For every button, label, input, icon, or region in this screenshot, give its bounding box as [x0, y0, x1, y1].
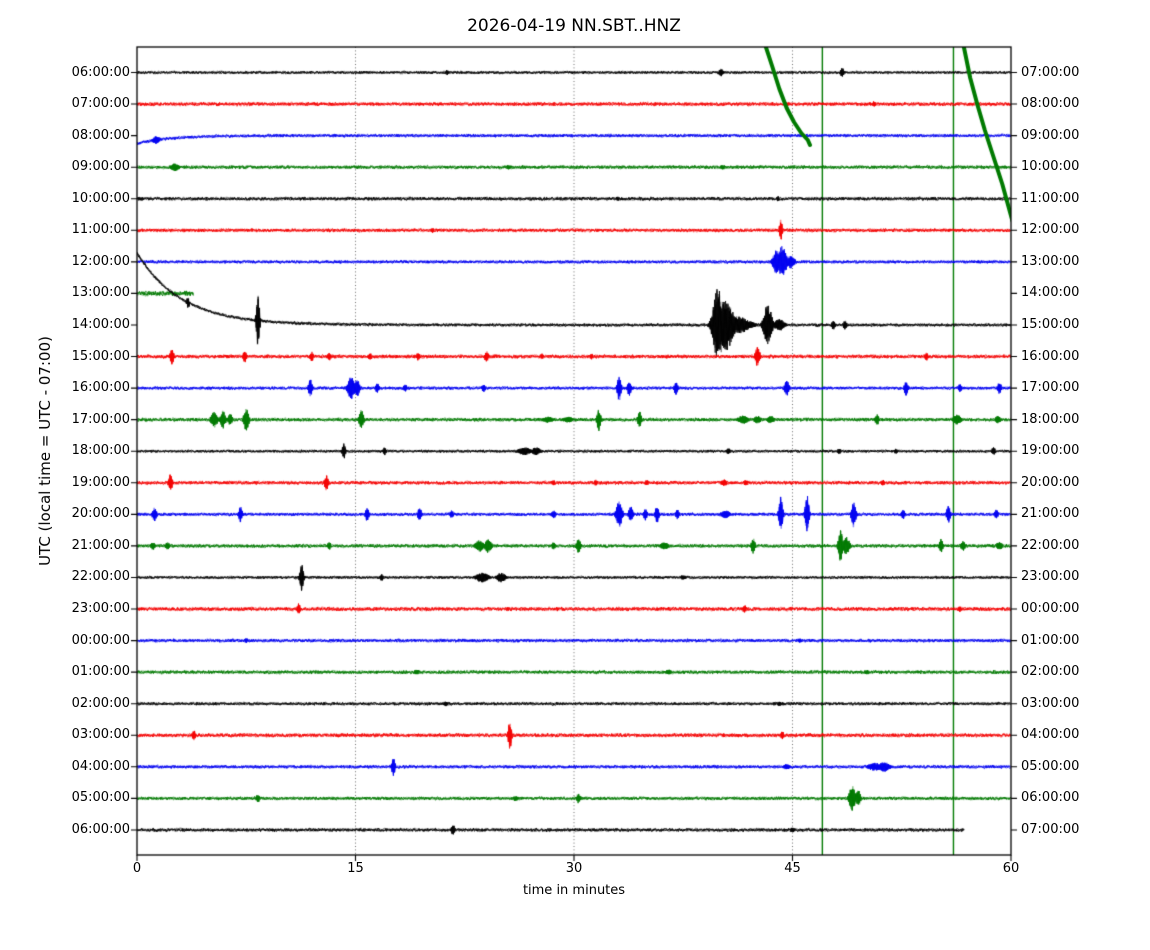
- utc-time-label: 09:00:00: [71, 159, 130, 175]
- local-time-label: 23:00:00: [1021, 569, 1080, 585]
- figure-title: 2026-04-19 NN.SBT..HNZ: [467, 16, 681, 36]
- local-time-label: 17:00:00: [1021, 380, 1080, 396]
- utc-time-label: 10:00:00: [71, 190, 130, 206]
- utc-time-label: 02:00:00: [71, 695, 130, 711]
- x-axis-label: time in minutes: [522, 883, 626, 898]
- utc-time-label: 04:00:00: [71, 758, 130, 774]
- x-tick-label: 60: [1002, 861, 1020, 876]
- utc-time-label: 08:00:00: [71, 127, 130, 143]
- local-time-label: 09:00:00: [1021, 127, 1080, 143]
- local-time-label: 15:00:00: [1021, 316, 1080, 332]
- local-time-label: 22:00:00: [1021, 537, 1080, 553]
- utc-time-label: 21:00:00: [71, 537, 130, 553]
- utc-time-label: 22:00:00: [71, 569, 130, 585]
- local-time-label: 02:00:00: [1021, 664, 1080, 680]
- local-time-label: 21:00:00: [1021, 506, 1080, 522]
- utc-time-label: 07:00:00: [71, 96, 130, 112]
- local-time-label: 00:00:00: [1021, 601, 1080, 617]
- local-time-label: 08:00:00: [1021, 96, 1080, 112]
- utc-time-label: 17:00:00: [71, 411, 130, 427]
- local-time-label: 20:00:00: [1021, 474, 1080, 490]
- local-time-label: 18:00:00: [1021, 411, 1080, 427]
- utc-time-label: 23:00:00: [71, 601, 130, 617]
- x-tick-label: 45: [784, 861, 801, 876]
- utc-time-label: 06:00:00: [71, 64, 130, 80]
- utc-time-label: 16:00:00: [71, 380, 130, 396]
- utc-time-label: 14:00:00: [71, 316, 130, 332]
- utc-time-label: 05:00:00: [71, 790, 130, 806]
- local-time-label: 04:00:00: [1021, 727, 1080, 743]
- x-tick-label: 30: [565, 861, 583, 876]
- local-time-label: 05:00:00: [1021, 758, 1080, 774]
- utc-time-label: 13:00:00: [71, 285, 130, 301]
- utc-time-label: 20:00:00: [71, 506, 130, 522]
- utc-time-label: 06:00:00: [71, 821, 130, 837]
- utc-time-label: 19:00:00: [71, 474, 130, 490]
- utc-time-label: 03:00:00: [71, 727, 130, 743]
- local-time-label: 11:00:00: [1021, 190, 1080, 206]
- local-time-label: 10:00:00: [1021, 159, 1080, 175]
- utc-time-label: 01:00:00: [71, 664, 130, 680]
- utc-time-label: 11:00:00: [71, 222, 130, 238]
- utc-time-label: 15:00:00: [71, 348, 130, 364]
- local-time-label: 06:00:00: [1021, 790, 1080, 806]
- utc-time-label: 18:00:00: [71, 443, 130, 459]
- x-tick-label: 0: [132, 861, 142, 876]
- local-time-label: 01:00:00: [1021, 632, 1080, 648]
- local-time-label: 03:00:00: [1021, 695, 1080, 711]
- utc-time-label: 00:00:00: [71, 632, 130, 648]
- local-time-label: 13:00:00: [1021, 253, 1080, 269]
- local-time-label: 16:00:00: [1021, 348, 1080, 364]
- local-time-label: 19:00:00: [1021, 443, 1080, 459]
- local-time-label: 07:00:00: [1021, 821, 1080, 837]
- local-time-label: 07:00:00: [1021, 64, 1080, 80]
- local-time-label: 14:00:00: [1021, 285, 1080, 301]
- x-tick-label: 15: [347, 861, 364, 876]
- local-time-label: 12:00:00: [1021, 222, 1080, 238]
- utc-time-label: 12:00:00: [71, 253, 130, 269]
